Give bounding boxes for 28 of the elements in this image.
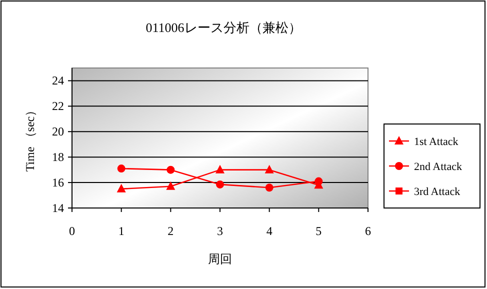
x-tick-label: 1 [118,224,124,238]
y-tick-label: 16 [52,176,64,190]
y-tick-label: 22 [52,99,64,114]
point [116,184,126,192]
y-tick-label: 24 [52,74,64,88]
y-tick-label: 18 [52,150,64,164]
point [166,166,175,174]
x-tick-label: 2 [168,224,174,238]
legend-label: 2nd Attack [414,161,462,173]
y-tick-label: 20 [52,124,64,139]
legend-label: 3rd Attack [414,186,461,198]
point [264,164,274,174]
point [117,164,126,173]
point [166,181,176,190]
point [265,184,274,192]
y-tick-label: 14 [52,201,64,215]
point [216,180,224,188]
chart-title: 011006レース分析（兼松） [146,20,302,35]
y-axis-title: Time （sec） [23,104,37,172]
x-tick-label: 6 [365,224,371,238]
point [216,164,224,174]
x-tick-label: 3 [217,224,223,238]
x-tick-label: 5 [316,224,322,238]
x-tick-label: 4 [266,224,272,238]
legend-label: 1st Attack [414,136,459,148]
point [314,177,323,186]
x-tick-label: 0 [69,224,75,238]
x-axis-title: 周回 [208,252,232,266]
